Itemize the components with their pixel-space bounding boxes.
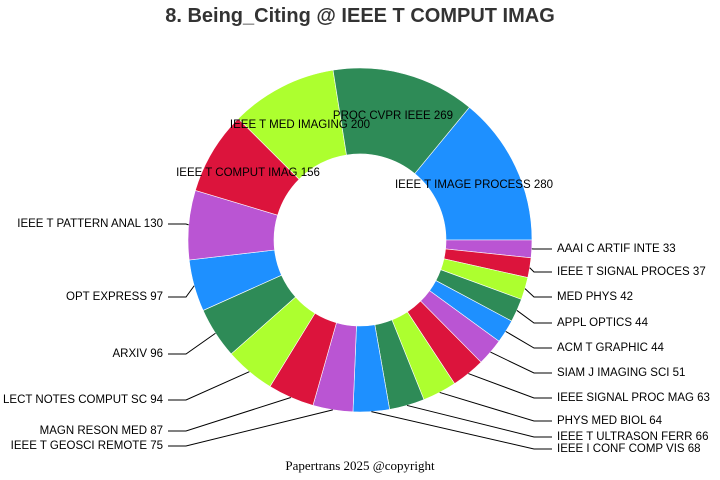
slice-label: IEEE T IMAGE PROCESS 280 <box>395 179 553 191</box>
slice-label: IEEE T SIGNAL PROCES 37 <box>557 266 706 278</box>
slice-labels: IEEE T IMAGE PROCESS 280 AAAI C ARTIF INT… <box>3 110 710 455</box>
slice-label: LECT NOTES COMPUT SC 94 <box>3 394 164 406</box>
leader-lines <box>168 223 552 450</box>
leader-line <box>516 310 552 324</box>
copyright-footer: Papertrans 2025 @copyright <box>285 458 435 473</box>
chart-title: 8. Being_Citing @ IEEE T COMPUT IMAG <box>165 5 555 27</box>
slice-label: IEEE I CONF COMP VIS 68 <box>557 443 701 455</box>
leader-line <box>168 371 250 401</box>
slice-label: APPL OPTICS 44 <box>557 317 649 329</box>
slice-label: PROC CVPR IEEE 269 <box>333 110 453 122</box>
leader-line <box>505 330 552 349</box>
slice-label: ARXIV 96 <box>113 348 164 360</box>
slice-label: IEEE T COMPUT IMAG 156 <box>176 167 320 179</box>
leader-line <box>524 288 552 298</box>
slice-label: IEEE T GEOSCI REMOTE 75 <box>11 440 163 452</box>
leader-line <box>529 267 552 273</box>
slice-label: IEEE T ULTRASON FERR 66 <box>557 431 708 443</box>
donut-slices <box>187 67 533 413</box>
slice-label: PHYS MED BIOL 64 <box>557 415 663 427</box>
leader-line <box>371 411 552 450</box>
leader-line <box>468 373 552 399</box>
leader-line <box>406 404 552 438</box>
leader-line <box>439 391 552 422</box>
leader-line <box>168 409 333 447</box>
slice-label: IEEE SIGNAL PROC MAG 63 <box>557 392 710 404</box>
leader-line <box>168 396 291 432</box>
slice-label: OPT EXPRESS 97 <box>66 291 163 303</box>
leader-line <box>490 351 552 374</box>
slice-label: IEEE T PATTERN ANAL 130 <box>17 218 163 230</box>
leader-line <box>168 223 189 226</box>
slice-label: ACM T GRAPHIC 44 <box>557 342 665 354</box>
slice-label: MAGN RESON MED 87 <box>40 425 163 437</box>
slice-label: MED PHYS 42 <box>557 291 633 303</box>
slice-label: SIAM J IMAGING SCI 51 <box>557 367 685 379</box>
slice-proc-cvpr-ieee <box>332 67 470 175</box>
slice-label: AAAI C ARTIF INTE 33 <box>557 243 676 255</box>
leader-line <box>168 332 216 355</box>
leader-line <box>168 285 195 298</box>
slice-label: IEEE T MED IMAGING 200 <box>230 119 370 131</box>
